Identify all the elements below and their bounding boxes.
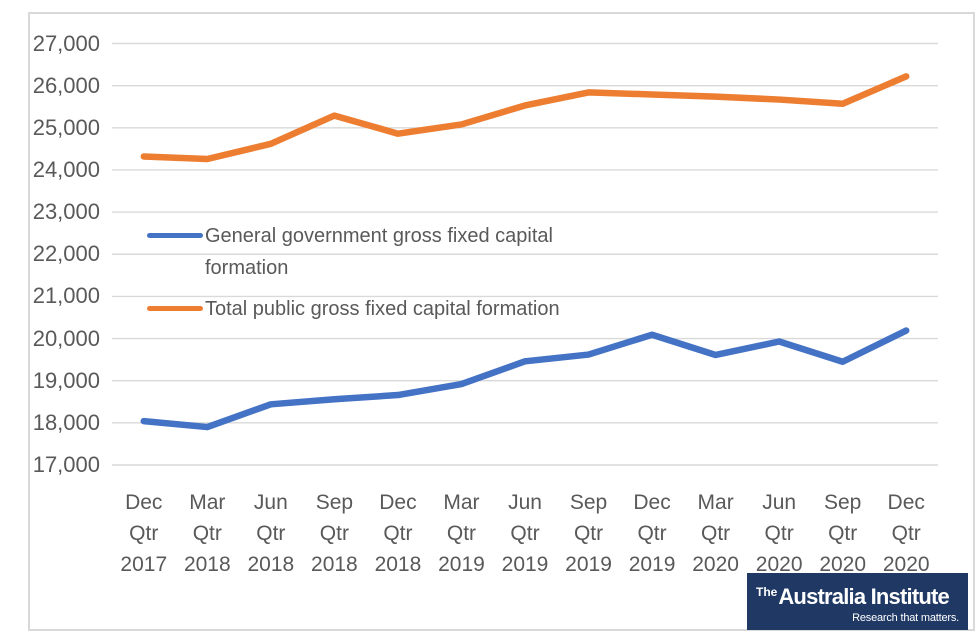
legend-item-general-government: General government gross fixed capital f… xyxy=(147,220,625,284)
x-axis-label-line: 2017 xyxy=(120,553,168,576)
y-tick-label: 20,000 xyxy=(32,325,100,351)
x-axis-label-line: Qtr xyxy=(383,522,413,545)
x-axis-label-line: Qtr xyxy=(256,522,286,545)
x-axis-label-line: Dec xyxy=(633,491,671,514)
x-axis-label-line: 2018 xyxy=(374,553,422,576)
x-axis-label: Mar Qtr 2020 xyxy=(678,487,754,580)
x-axis-label-line: Qtr xyxy=(828,522,858,545)
x-axis-label: Sep Qtr 2020 xyxy=(805,487,881,580)
y-tick-label: 27,000 xyxy=(32,30,100,56)
x-axis-label: Jun Qtr 2019 xyxy=(487,487,563,580)
logo-prefix: The xyxy=(756,585,778,599)
x-axis-label-line: 2019 xyxy=(628,553,676,576)
logo-title: Australia Institute xyxy=(778,584,949,609)
x-axis-label: Dec Qtr 2018 xyxy=(360,487,436,580)
y-tick-label: 17,000 xyxy=(32,452,100,477)
x-axis-label-line: 2020 xyxy=(755,553,803,576)
chart-legend: General government gross fixed capital f… xyxy=(147,220,625,325)
logo-tagline: Research that matters. xyxy=(852,612,959,624)
x-axis-label: Sep Qtr 2019 xyxy=(551,487,627,580)
x-axis-label-line: Dec xyxy=(125,491,163,514)
x-axis-label-line: 2019 xyxy=(565,553,612,576)
x-axis-label-line: Qtr xyxy=(129,522,159,545)
y-tick-label: 22,000 xyxy=(32,241,100,267)
y-tick-label: 25,000 xyxy=(32,114,100,140)
x-axis-label: Dec Qtr 2020 xyxy=(868,487,944,580)
x-axis-label-line: Mar xyxy=(443,491,480,514)
x-axis-label-line: Mar xyxy=(697,491,734,514)
legend-label-total-public: Total public gross fixed capital formati… xyxy=(205,298,560,320)
x-axis-label: Mar Qtr 2018 xyxy=(169,487,245,580)
x-axis-label: Jun Qtr 2018 xyxy=(233,487,309,580)
x-axis-label: Dec Qtr 2017 xyxy=(106,487,182,580)
x-axis-label-line: Jun xyxy=(253,491,288,514)
x-axis-label-line: Sep xyxy=(569,491,608,514)
x-axis-label-line: Qtr xyxy=(637,522,667,545)
x-axis-label-line: 2020 xyxy=(819,553,867,576)
logo-name: TheAustralia Institute xyxy=(756,580,959,609)
australia-institute-logo: TheAustralia Institute Research that mat… xyxy=(747,573,968,630)
x-axis-label-line: Qtr xyxy=(573,522,604,545)
y-tick-label: 23,000 xyxy=(32,199,100,225)
x-axis-label-line: 2018 xyxy=(247,553,295,576)
x-axis-label-line: Qtr xyxy=(446,522,477,545)
legend-swatch-orange-line xyxy=(147,306,203,311)
y-tick-label: 21,000 xyxy=(32,283,100,309)
y-tick-label: 26,000 xyxy=(32,72,100,98)
x-axis-label-line: 2018 xyxy=(183,553,231,576)
x-axis-label-line: 2019 xyxy=(438,553,485,576)
x-axis-label: Jun Qtr 2020 xyxy=(741,487,817,580)
x-axis-label-line: Sep xyxy=(315,491,354,514)
x-axis-label: Mar Qtr 2019 xyxy=(423,487,499,580)
x-axis-label-line: 2018 xyxy=(311,553,358,576)
x-axis-label-line: Dec xyxy=(379,491,417,514)
x-axis-label-line: Jun xyxy=(762,491,797,514)
x-axis-label-line: Sep xyxy=(824,491,862,514)
y-tick-label: 18,000 xyxy=(32,409,100,435)
x-axis-label-line: Qtr xyxy=(891,522,921,545)
x-axis-label-line: Dec xyxy=(887,491,925,514)
x-axis-label: Dec Qtr 2019 xyxy=(614,487,690,580)
x-axis-label-line: 2020 xyxy=(882,553,930,576)
x-axis-label: Sep Qtr 2018 xyxy=(296,487,372,580)
legend-item-total-public: Total public gross fixed capital formati… xyxy=(147,293,625,325)
x-axis-label-line: Qtr xyxy=(510,522,540,545)
y-tick-label: 19,000 xyxy=(32,367,100,393)
x-axis-label-line: 2019 xyxy=(501,553,549,576)
x-axis-label-line: 2020 xyxy=(692,553,739,576)
legend-swatch-blue-line xyxy=(147,233,203,238)
x-axis-label-line: Qtr xyxy=(319,522,349,545)
y-tick-label: 24,000 xyxy=(32,156,100,182)
x-axis-label-line: Jun xyxy=(508,491,542,514)
x-axis-label-line: Mar xyxy=(189,491,226,514)
x-axis-label-line: Qtr xyxy=(764,522,794,545)
legend-label-general-government: General government gross fixed capital f… xyxy=(205,225,553,279)
x-axis-label-line: Qtr xyxy=(701,522,731,545)
x-axis-label-line: Qtr xyxy=(192,522,222,545)
